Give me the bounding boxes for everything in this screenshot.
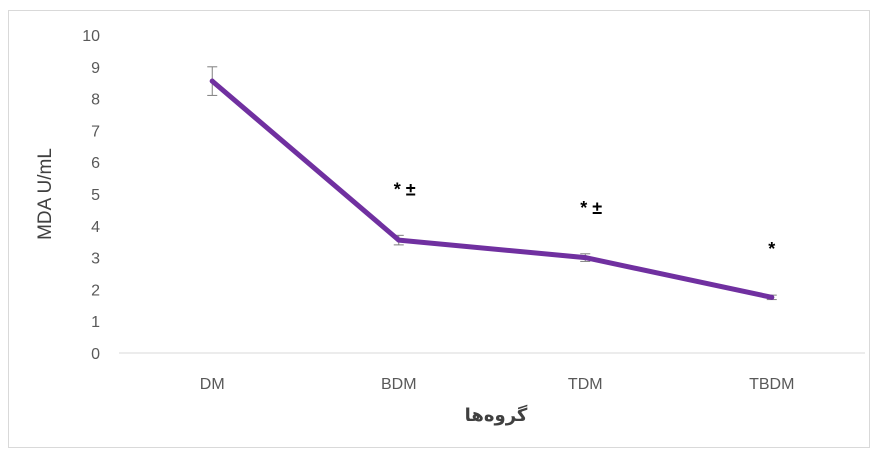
x-tick-label: TDM [568,376,603,393]
y-tick-label: 2 [91,282,100,299]
y-tick-label: 3 [91,251,100,268]
significance-label: * ± [580,198,602,218]
x-tick-label: TBDM [749,376,794,393]
y-axis-ticks: 0 1 2 3 4 5 6 7 8 9 10 [82,28,100,363]
significance-annotations: * ± * ± * [394,179,775,259]
significance-label: * ± [394,179,416,199]
series-line [209,78,775,300]
y-tick-label: 7 [91,123,100,140]
error-bars [207,66,777,301]
y-axis-title: MDA U/mL [35,148,56,240]
x-axis-title: گروه‌ها [465,404,528,426]
y-tick-label: 10 [82,28,100,45]
y-tick-label: 0 [91,346,100,363]
y-tick-label: 4 [91,219,100,236]
y-tick-label: 1 [91,314,100,331]
chart-frame [8,10,870,448]
x-tick-label: BDM [381,376,417,393]
x-axis-ticks: DM BDM TDM TBDM [200,376,795,393]
significance-label: * [768,239,775,259]
y-tick-label: 6 [91,155,100,172]
y-tick-label: 5 [91,187,100,204]
y-tick-label: 8 [91,92,100,109]
y-tick-label: 9 [91,60,100,77]
x-tick-label: DM [200,376,225,393]
